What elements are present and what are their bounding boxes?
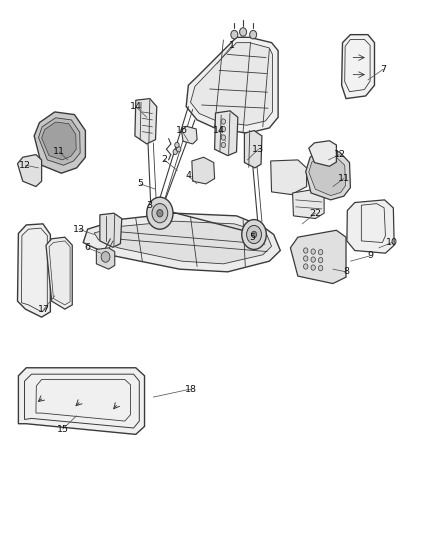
Text: 13: 13 bbox=[252, 145, 265, 154]
Text: 12: 12 bbox=[19, 161, 32, 169]
Text: 11: 11 bbox=[338, 174, 350, 183]
Polygon shape bbox=[34, 112, 85, 173]
Circle shape bbox=[304, 248, 308, 253]
Text: 14: 14 bbox=[213, 126, 225, 135]
Circle shape bbox=[318, 249, 323, 255]
Polygon shape bbox=[39, 118, 80, 165]
Text: 15: 15 bbox=[57, 425, 69, 433]
Circle shape bbox=[175, 142, 179, 148]
Polygon shape bbox=[94, 221, 272, 264]
Polygon shape bbox=[100, 213, 122, 247]
Circle shape bbox=[318, 265, 323, 271]
Text: 17: 17 bbox=[38, 305, 50, 313]
Circle shape bbox=[157, 209, 163, 217]
Polygon shape bbox=[18, 155, 42, 187]
Polygon shape bbox=[342, 35, 374, 99]
Text: 12: 12 bbox=[333, 150, 346, 159]
Polygon shape bbox=[186, 37, 278, 133]
Circle shape bbox=[247, 225, 261, 244]
Text: 22: 22 bbox=[309, 209, 321, 217]
Text: 5: 5 bbox=[137, 180, 143, 188]
Circle shape bbox=[242, 220, 266, 249]
Circle shape bbox=[240, 28, 247, 36]
Circle shape bbox=[152, 204, 168, 223]
Polygon shape bbox=[244, 131, 262, 168]
Polygon shape bbox=[18, 224, 50, 317]
Text: 10: 10 bbox=[386, 238, 398, 247]
Circle shape bbox=[311, 257, 315, 262]
Text: 4: 4 bbox=[185, 172, 191, 180]
Polygon shape bbox=[96, 248, 115, 269]
Circle shape bbox=[311, 265, 315, 270]
Circle shape bbox=[231, 30, 238, 39]
Polygon shape bbox=[135, 99, 157, 144]
Polygon shape bbox=[46, 237, 72, 309]
Polygon shape bbox=[215, 111, 238, 156]
Polygon shape bbox=[293, 189, 324, 219]
Circle shape bbox=[147, 197, 173, 229]
Circle shape bbox=[304, 256, 308, 261]
Circle shape bbox=[304, 264, 308, 269]
Polygon shape bbox=[18, 368, 145, 434]
Polygon shape bbox=[271, 160, 307, 195]
Circle shape bbox=[173, 149, 177, 155]
Circle shape bbox=[177, 147, 181, 152]
Polygon shape bbox=[309, 141, 336, 166]
Circle shape bbox=[311, 249, 315, 254]
Circle shape bbox=[101, 252, 110, 262]
Text: 16: 16 bbox=[176, 126, 188, 135]
Text: 18: 18 bbox=[184, 385, 197, 393]
Circle shape bbox=[221, 119, 226, 124]
Circle shape bbox=[251, 231, 257, 238]
Text: 1: 1 bbox=[229, 41, 235, 50]
Text: 14: 14 bbox=[130, 102, 142, 111]
Circle shape bbox=[318, 257, 323, 263]
Circle shape bbox=[250, 30, 257, 39]
Polygon shape bbox=[290, 230, 346, 284]
Polygon shape bbox=[191, 43, 272, 125]
Circle shape bbox=[221, 142, 226, 148]
Text: 9: 9 bbox=[367, 252, 373, 260]
Polygon shape bbox=[83, 213, 280, 272]
Text: 7: 7 bbox=[380, 65, 386, 74]
Polygon shape bbox=[309, 156, 346, 196]
Text: 11: 11 bbox=[53, 148, 65, 156]
Polygon shape bbox=[192, 157, 215, 184]
Polygon shape bbox=[347, 200, 394, 253]
Circle shape bbox=[221, 135, 226, 140]
Text: 2: 2 bbox=[161, 156, 167, 164]
Text: 3: 3 bbox=[146, 201, 152, 209]
Circle shape bbox=[221, 126, 226, 132]
Polygon shape bbox=[42, 122, 76, 160]
Text: 13: 13 bbox=[73, 225, 85, 233]
Text: 5: 5 bbox=[249, 233, 255, 241]
Polygon shape bbox=[181, 126, 197, 144]
Polygon shape bbox=[306, 150, 350, 200]
Text: 8: 8 bbox=[343, 268, 349, 276]
Text: 6: 6 bbox=[85, 244, 91, 252]
